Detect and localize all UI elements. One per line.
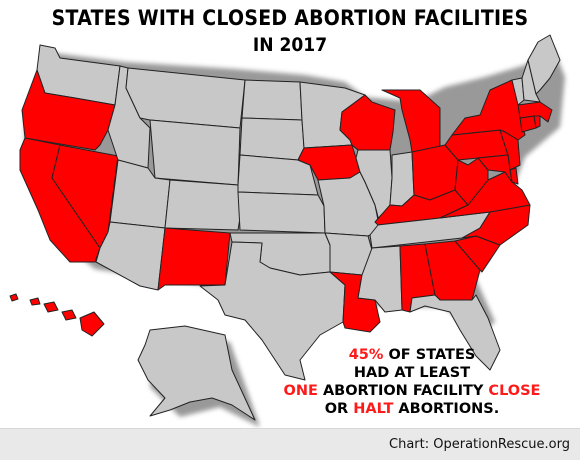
annotation-text-c: OR: [324, 401, 354, 417]
annotation-line-3: ONE ABORTION FACILITY CLOSE: [262, 382, 562, 400]
state-il: [355, 149, 393, 226]
state-nm: [157, 227, 231, 291]
state-ak: [137, 325, 256, 421]
annotation-text: 45% OF STATES HAD AT LEAST ONE ABORTION …: [262, 346, 562, 418]
state-co: [164, 179, 241, 231]
state-ks: [237, 191, 326, 234]
state-sd: [239, 117, 305, 161]
annotation-line-1: 45% OF STATES: [262, 346, 562, 364]
state-md: [477, 154, 513, 183]
map-title: STATES WITH CLOSED ABORTION FACILITIES: [51, 6, 529, 30]
state-tx: [199, 241, 346, 381]
annotation-text-a: OF STATES: [383, 347, 476, 363]
state-nh: [521, 59, 541, 103]
footer-bar: [0, 428, 580, 460]
state-me: [527, 34, 561, 95]
state-or: [21, 69, 116, 151]
close-highlight: CLOSE: [488, 383, 541, 399]
state-nd: [241, 79, 303, 121]
state-ma: [517, 101, 553, 123]
state-wy: [149, 119, 241, 186]
annotation-text-b: ABORTION FACILITY: [317, 383, 489, 399]
map-subtitle: IN 2017: [252, 34, 328, 56]
annotation-line-2: HAD AT LEAST: [353, 365, 471, 381]
state-fl: [409, 294, 501, 371]
state-mo: [317, 171, 381, 237]
one-highlight: ONE: [283, 383, 318, 399]
halt-highlight: HALT: [353, 401, 394, 417]
percent-highlight: 45%: [348, 347, 384, 363]
source-credit: Chart: OperationRescue.org: [389, 437, 570, 452]
state-nc: [461, 204, 531, 246]
annotation-text-d: ABORTIONS.: [393, 401, 500, 417]
state-hi: [9, 293, 105, 337]
annotation-line-4: OR HALT ABORTIONS.: [262, 400, 562, 418]
